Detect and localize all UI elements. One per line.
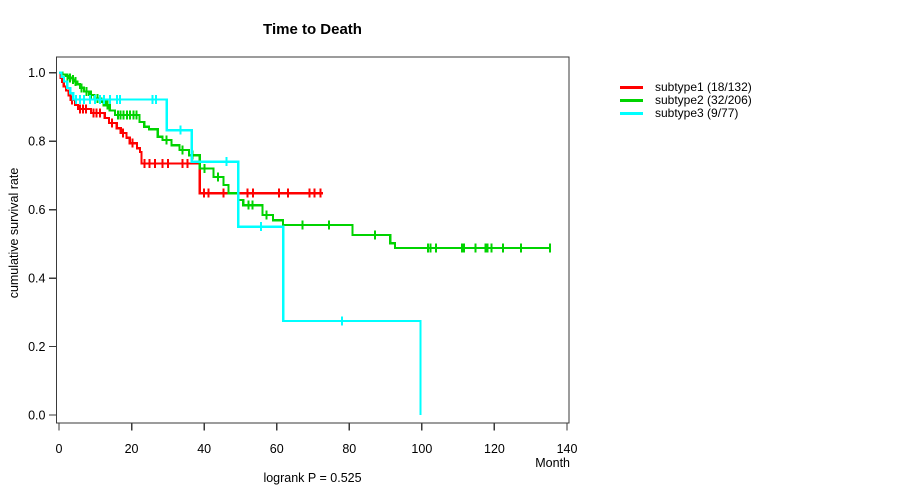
x-tick-label: 40 [197, 442, 211, 456]
logrank-annotation: logrank P = 0.525 [263, 471, 362, 485]
legend-line-swatch-subtype3 [620, 112, 643, 115]
x-tick-label: 20 [125, 442, 139, 456]
x-tick-label: 60 [270, 442, 284, 456]
legend-item-subtype3: subtype3 (9/77) [620, 107, 752, 120]
chart-title: Time to Death [263, 21, 362, 38]
x-tick-label: 140 [557, 442, 578, 456]
legend-item-subtype2: subtype2 (32/206) [620, 94, 752, 107]
legend: subtype1 (18/132) subtype2 (32/206) subtyp… [620, 81, 752, 120]
legend-label: subtype1 (18/132) [655, 80, 752, 94]
y-tick-label: 0.4 [28, 271, 45, 285]
y-tick-label: 0.2 [28, 340, 45, 354]
x-tick-label: 0 [56, 442, 63, 456]
survival-curve-subtype2 [59, 71, 550, 250]
x-axis-label: Month [535, 456, 570, 470]
survival-curve-subtype1 [59, 71, 323, 195]
x-tick-label: 80 [342, 442, 356, 456]
legend-item-subtype1: subtype1 (18/132) [620, 81, 752, 94]
legend-line-swatch-subtype1 [620, 86, 643, 89]
legend-label: subtype3 (9/77) [655, 106, 739, 120]
y-tick-label: 0.0 [28, 408, 45, 422]
y-tick-label: 0.8 [28, 134, 45, 148]
y-tick-label: 0.6 [28, 203, 45, 217]
x-tick-label: 100 [411, 442, 432, 456]
y-tick-label: 1.0 [28, 66, 45, 80]
plot-frame [55, 56, 570, 424]
survival-curve-subtype3 [59, 71, 422, 415]
x-tick-label: 120 [484, 442, 505, 456]
legend-label: subtype2 (32/206) [655, 93, 752, 107]
y-axis-label: cumulative survival rate [7, 167, 21, 299]
legend-line-swatch-subtype2 [620, 99, 643, 102]
